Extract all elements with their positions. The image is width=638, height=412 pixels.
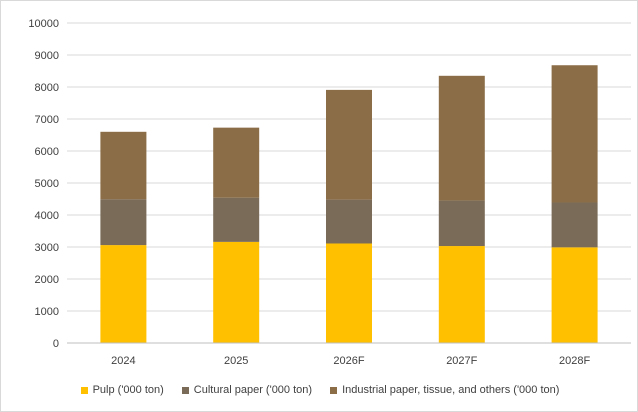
x-tick-label: 2028F [559,355,590,367]
bar-segment [438,246,485,343]
bar-segment [326,89,372,200]
y-tick-label: 1000 [35,306,59,318]
y-tick-label: 9000 [35,50,59,62]
legend-swatch-cultural-paper [181,386,189,394]
y-axis-ticks: 0 1000 2000 3000 4000 5000 6000 7000 8000 9000 100… [28,18,59,350]
legend: Pulp ('000 ton) Cultural paper ('000 ton… [1,384,638,396]
bar-segment [551,247,598,343]
bar-segment [100,245,147,343]
y-tick-label: 8000 [35,82,59,94]
bar-segment [326,243,372,343]
bar-segment [100,131,147,200]
y-tick-label: 4000 [35,210,59,222]
legend-label-industrial-paper: Industrial paper, tissue, and others ('0… [342,384,560,396]
bar-segment [551,202,598,248]
legend-label-cultural-paper: Cultural paper ('000 ton) [193,384,313,396]
x-tick-label: 2027F [446,355,477,367]
legend-swatch-industrial-paper [330,386,338,394]
legend-label-pulp: Pulp ('000 ton) [92,384,164,396]
x-tick-label: 2024 [111,355,135,367]
y-tick-label: 6000 [35,146,59,158]
y-tick-label: 3000 [35,242,59,254]
bar-segment [213,241,260,343]
bar-segment [213,197,260,242]
x-tick-label: 2026F [333,355,364,367]
bar-segment [100,199,147,246]
y-tick-label: 5000 [35,178,59,190]
legend-item-cultural-paper: Cultural paper ('000 ton) [181,384,313,396]
legend-item-pulp: Pulp ('000 ton) [80,384,164,396]
x-tick-label: 2025 [224,355,248,367]
bar-segment [326,199,372,244]
bars [100,65,598,343]
y-tick-label: 7000 [35,114,59,126]
y-tick-label: 2000 [35,274,59,286]
legend-item-industrial-paper: Industrial paper, tissue, and others ('0… [330,384,559,396]
bar-segment [213,127,260,198]
y-tick-label: 10000 [28,18,59,30]
bar-segment [438,75,485,201]
legend-swatch-pulp [80,386,88,394]
bar-segment [551,65,598,203]
stacked-bar-chart: 0 1000 2000 3000 4000 5000 6000 7000 8000 9000 100… [28,18,631,367]
x-axis-ticks: 2024 2025 2026F 2027F 2028F [111,355,590,367]
bar-segment [438,200,485,247]
y-tick-label: 0 [53,338,59,350]
